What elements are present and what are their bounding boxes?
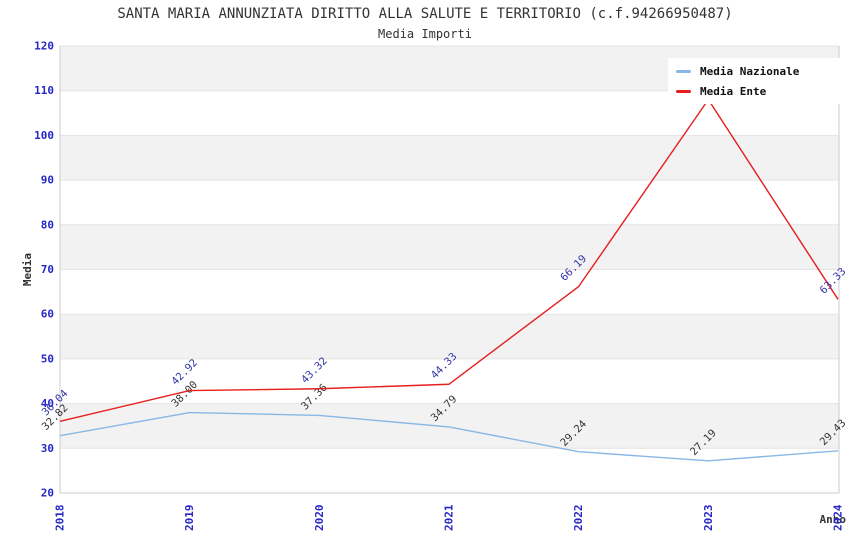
legend-label-media-ente: Media Ente — [700, 84, 767, 98]
x-tick-label: 2020 — [313, 505, 326, 532]
y-tick-label: 60 — [41, 308, 54, 321]
y-tick-label: 30 — [41, 442, 54, 455]
y-tick-label: 120 — [34, 40, 54, 53]
point-label: 43.32 — [299, 355, 330, 386]
media-ente-line-swatch-icon — [676, 89, 691, 93]
y-tick-label: 80 — [41, 218, 54, 231]
series-line-media-nazionale — [59, 411, 839, 462]
chart-title: SANTA MARIA ANNUNZIATA DIRITTO ALLA SALU… — [117, 6, 733, 22]
legend-entry-media-ente: Media Ente — [676, 84, 848, 98]
y-tick-label: 20 — [41, 487, 54, 500]
chart-subtitle: Media Importi — [378, 27, 472, 41]
y-tick-label: 40 — [41, 397, 54, 410]
x-axis-title: Anno — [820, 513, 847, 526]
y-tick-label: 110 — [34, 84, 54, 97]
y-axis-title: Media — [21, 253, 34, 286]
plot-band — [60, 314, 839, 359]
y-tick-label: 90 — [41, 174, 54, 187]
plot-band — [60, 403, 839, 449]
x-tick-label: 2024 — [832, 504, 845, 531]
x-tick-label: 2022 — [572, 505, 585, 532]
x-tick-label: 2021 — [443, 504, 456, 531]
y-tick-label: 70 — [41, 263, 54, 276]
media-nazionale-line-swatch-icon — [676, 69, 691, 73]
plot-band — [60, 224, 839, 270]
chart-legend: Media Nazionale Media Ente — [668, 58, 848, 104]
x-tick-label: 2018 — [54, 505, 67, 532]
x-tick-label: 2019 — [183, 505, 196, 532]
y-tick-label: 100 — [34, 129, 54, 142]
plot-band — [60, 135, 839, 181]
legend-entry-media-nazionale: Media Nazionale — [676, 64, 848, 78]
x-tick-label: 2023 — [702, 505, 715, 532]
y-tick-label: 50 — [41, 352, 54, 365]
legend-label-media-nazionale: Media Nazionale — [700, 64, 800, 78]
